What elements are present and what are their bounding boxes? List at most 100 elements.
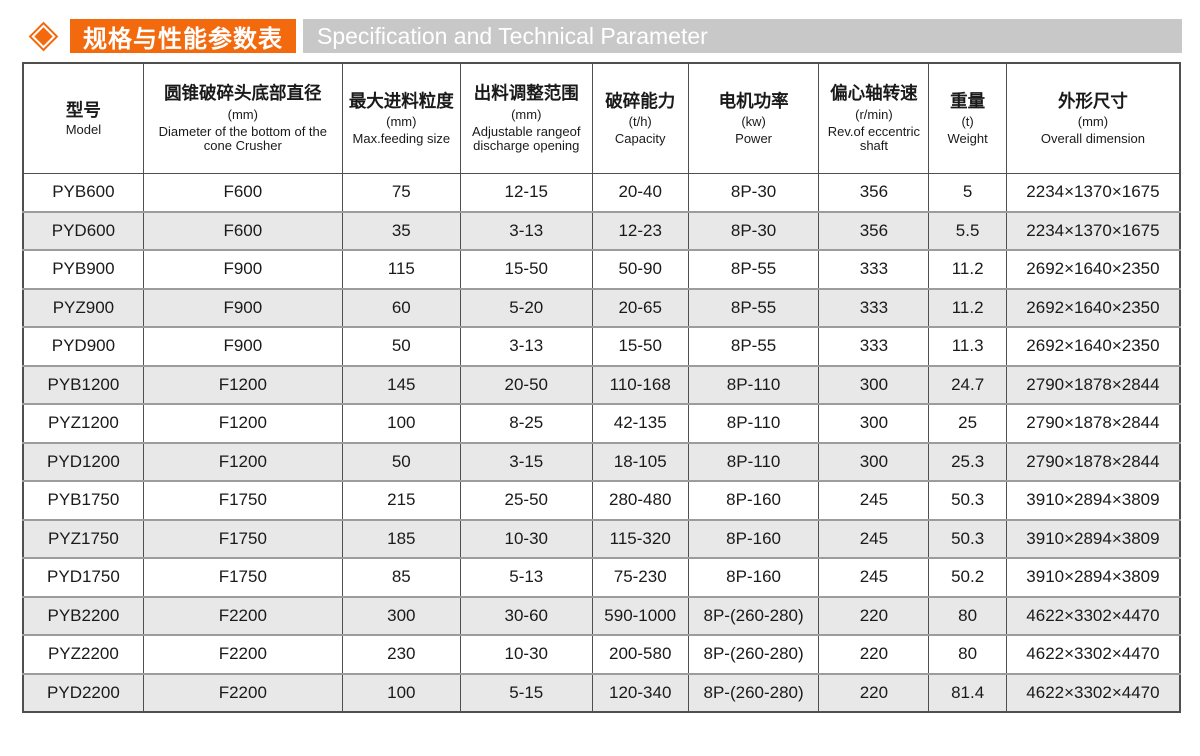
specification-table: 型号 Model 圆锥破碎头底部直径 (mm) Diameter of the … — [22, 62, 1181, 713]
header-en: Model — [65, 121, 102, 137]
table-cell: 333 — [818, 327, 929, 367]
table-cell: 3910×2894×3809 — [1005, 558, 1180, 598]
table-cell: PYB1200 — [23, 365, 144, 405]
column-header-model: 型号 Model — [23, 63, 144, 174]
table-cell: 80 — [928, 635, 1007, 675]
table-cell: F1750 — [142, 558, 343, 598]
table-cell: 120-340 — [591, 673, 689, 712]
table-row: PYB1200 F1200 145 20-50 110-168 8P-110 300 24.7… — [23, 365, 1180, 405]
table-cell: 2790×1878×2844 — [1005, 442, 1180, 482]
header-en: Overall dimension — [1040, 131, 1145, 147]
table-cell: 300 — [818, 404, 929, 444]
table-cell: 15-50 — [459, 250, 593, 290]
header-cn: 型号 — [65, 99, 101, 120]
header-cn: 外形尺寸 — [1057, 90, 1128, 111]
header-unit: (mm) — [511, 106, 542, 122]
table-cell: 333 — [818, 288, 929, 328]
header-unit: (mm) — [227, 106, 258, 122]
table-cell: 5.5 — [928, 211, 1007, 251]
table-cell: 280-480 — [591, 481, 689, 521]
column-header-max-feeding-size: 最大进料粒度 (mm) Max.feeding size — [341, 63, 461, 174]
table-cell: 8P-30 — [687, 173, 819, 213]
column-header-power: 电机功率 (kw) Power — [687, 63, 819, 174]
table-cell: 230 — [341, 635, 461, 675]
page-title-chinese: 规格与性能参数表 — [70, 19, 296, 53]
table-cell: 8P-110 — [687, 365, 819, 405]
table-cell: 75 — [341, 173, 461, 213]
header-cn: 最大进料粒度 — [348, 90, 454, 111]
table-cell: 8P-160 — [687, 519, 819, 559]
table-cell: 5-15 — [459, 673, 593, 712]
table-cell: 11.2 — [928, 288, 1007, 328]
table-cell: 85 — [341, 558, 461, 598]
table-row: PYZ900 F900 60 5-20 20-65 8P-55 333 11.2 2692×16… — [23, 288, 1180, 328]
table-cell: 8P-55 — [687, 327, 819, 367]
table-cell: 8P-(260-280) — [687, 673, 819, 712]
header-cn: 出料调整范围 — [473, 83, 579, 104]
table-cell: F2200 — [142, 596, 343, 636]
page-title-bar: 规格与性能参数表 Specification and Technical Par… — [24, 19, 1182, 53]
table-cell: 25-50 — [459, 481, 593, 521]
table-cell: 20-50 — [459, 365, 593, 405]
column-header-eccentric-shaft-rev: 偏心轴转速 (r/min) Rev.of eccentric shaft — [818, 63, 929, 174]
table-cell: 245 — [818, 558, 929, 598]
table-cell: 2692×1640×2350 — [1005, 327, 1180, 367]
table-cell: F900 — [142, 327, 343, 367]
table-cell: PYD2200 — [23, 673, 144, 712]
table-cell: 8-25 — [459, 404, 593, 444]
table-cell: 25 — [928, 404, 1007, 444]
table-cell: PYD1750 — [23, 558, 144, 598]
table-cell: 12-23 — [591, 211, 689, 251]
table-cell: F900 — [142, 288, 343, 328]
table-cell: 100 — [341, 404, 461, 444]
header-unit: (mm) — [1077, 114, 1109, 130]
table-cell: PYB2200 — [23, 596, 144, 636]
header-en: Capacity — [614, 131, 666, 147]
table-cell: 8P-(260-280) — [687, 596, 819, 636]
table-cell: F1750 — [142, 481, 343, 521]
table-cell: 50.3 — [928, 481, 1007, 521]
table-row: PYD2200 F2200 100 5-15 120-340 8P-(260-280) 22… — [23, 673, 1180, 712]
table-cell: 3-13 — [459, 327, 593, 367]
table-cell: 2234×1370×1675 — [1005, 173, 1180, 213]
table-header-row: 型号 Model 圆锥破碎头底部直径 (mm) Diameter of the … — [23, 63, 1180, 174]
table-cell: F1200 — [142, 442, 343, 482]
table-cell: 2790×1878×2844 — [1005, 365, 1180, 405]
header-unit: (t/h) — [628, 114, 652, 130]
table-cell: 300 — [341, 596, 461, 636]
header-cn: 电机功率 — [718, 90, 789, 111]
table-cell: 25.3 — [928, 442, 1007, 482]
header-unit: (t) — [961, 114, 974, 130]
table-cell: F600 — [142, 173, 343, 213]
table-cell: 8P-110 — [687, 404, 819, 444]
table-cell: 2692×1640×2350 — [1005, 288, 1180, 328]
table-cell: F2200 — [142, 673, 343, 712]
table-cell: 245 — [818, 519, 929, 559]
table-body: PYB600 F600 75 12-15 20-40 8P-30 356 5 2234×1370… — [23, 173, 1180, 712]
table-row: PYZ1750 F1750 185 10-30 115-320 8P-160 245 50.3… — [23, 519, 1180, 559]
table-cell: 5-13 — [459, 558, 593, 598]
table-cell: 50 — [341, 327, 461, 367]
table-row: PYZ2200 F2200 230 10-30 200-580 8P-(260-280) 2… — [23, 635, 1180, 675]
table-cell: 80 — [928, 596, 1007, 636]
table-cell: 2790×1878×2844 — [1005, 404, 1180, 444]
table-cell: F1750 — [142, 519, 343, 559]
table-cell: 8P-30 — [687, 211, 819, 251]
table-cell: PYZ1750 — [23, 519, 144, 559]
table-cell: 20-65 — [591, 288, 689, 328]
header-unit: (r/min) — [855, 106, 893, 122]
table-cell: PYZ900 — [23, 288, 144, 328]
table-cell: 42-135 — [591, 404, 689, 444]
table-cell: 356 — [818, 173, 929, 213]
header-unit: (mm) — [386, 114, 417, 130]
table-row: PYB1750 F1750 215 25-50 280-480 8P-160 245 50.3… — [23, 481, 1180, 521]
table-cell: F1200 — [142, 404, 343, 444]
table-cell: 333 — [818, 250, 929, 290]
header-cn: 圆锥破碎头底部直径 — [164, 83, 322, 104]
table-cell: 3-15 — [459, 442, 593, 482]
header-en: Weight — [947, 131, 988, 147]
header-en: Power — [735, 131, 773, 147]
header-en: Rev.of eccentric shaft — [827, 123, 921, 154]
table-cell: 50.2 — [928, 558, 1007, 598]
table-cell: 220 — [818, 673, 929, 712]
